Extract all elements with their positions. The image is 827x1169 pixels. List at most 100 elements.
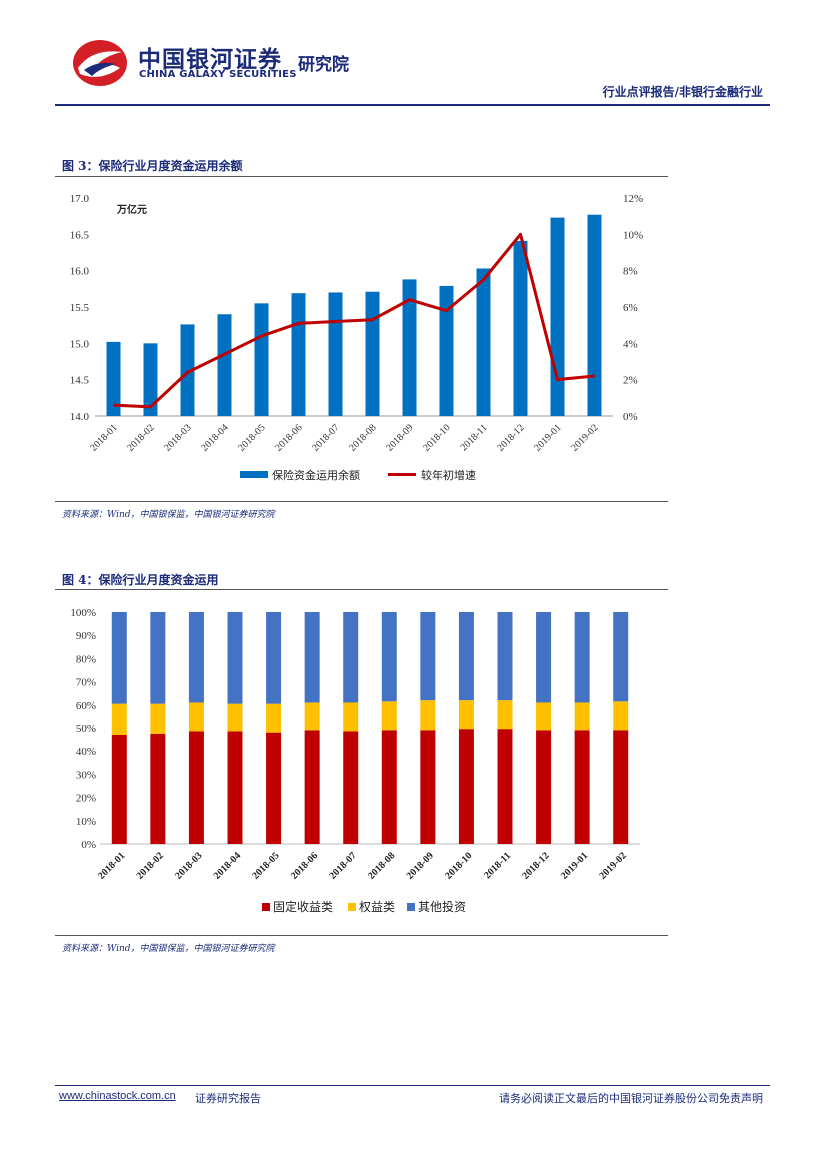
chart2-y-tick: 40%	[76, 746, 96, 758]
figure4-chart: 0% 10% 20% 30% 40% 50% 60% 70% 80% 90% 100% 2018-0…	[70, 607, 640, 914]
chart2-x-tick: 2018-01	[96, 850, 127, 881]
chart1-left-tick: 15.0	[70, 338, 90, 350]
chart2-bar-segment	[613, 612, 629, 702]
chart1-unit-label: 万亿元	[116, 203, 147, 216]
chart1-x-tick: 2018-05	[236, 422, 267, 453]
legend-bar-label: 保险资金运用余额	[272, 468, 360, 482]
legend-fixed-income-swatch	[262, 903, 270, 911]
chart1-right-tick: 12%	[623, 193, 643, 205]
chart2-bar-segment	[150, 612, 166, 704]
chart2-bar-segment	[304, 730, 320, 844]
figure3-title: 图 3：保险行业月度资金运用余额	[62, 159, 243, 173]
chart2-bar-segment	[343, 702, 359, 732]
chart1-growth-line	[113, 232, 595, 409]
chart1-x-tick: 2018-10	[421, 422, 452, 453]
chart1-x-tick: 2018-12	[495, 422, 526, 453]
chart1-bar	[143, 343, 158, 416]
chart1-bar	[439, 285, 454, 416]
chart2-bar-segment	[574, 612, 590, 703]
chart1-left-tick: 16.0	[70, 266, 90, 278]
chart2-bar-segment	[458, 729, 474, 844]
galaxy-logo-icon	[73, 40, 127, 86]
chart1-left-tick: 14.5	[70, 375, 90, 387]
logo-text-en: CHINA GALAXY SECURITIES	[139, 69, 297, 80]
chart2-x-tick: 2018-04	[212, 850, 243, 881]
chart1-x-tick: 2018-01	[88, 422, 119, 453]
chart2-bar-segment	[343, 612, 359, 703]
chart2-bar-segment	[188, 702, 204, 732]
chart1-x-tick: 2018-11	[459, 422, 490, 453]
chart2-bar-segment	[111, 703, 127, 735]
figure3-bottom-rule	[55, 501, 668, 502]
chart2-y-tick: 30%	[76, 769, 96, 781]
chart1-x-tick: 2018-06	[273, 422, 304, 453]
chart1-right-tick: 6%	[623, 302, 638, 314]
chart2-bar-segment	[574, 730, 590, 844]
chart1-x-tick: 2018-02	[125, 422, 156, 453]
chart2-bar-segment	[420, 700, 436, 731]
footer-divider	[55, 1085, 770, 1086]
chart2-x-tick: 2018-12	[520, 850, 551, 881]
chart2-bar-segment	[381, 730, 397, 844]
chart2-bar-segment	[536, 612, 552, 703]
chart1-x-tick: 2018-03	[162, 422, 193, 453]
chart1-x-tick: 2018-09	[384, 422, 415, 453]
legend-fixed-income-label: 固定收益类	[273, 899, 333, 914]
legend-other-label: 其他投资	[418, 899, 466, 914]
chart1-right-tick: 0%	[623, 411, 638, 423]
chart2-bar-segment	[574, 702, 590, 731]
figure3-source: 资料来源：Wind，中国银保监，中国银河证券研究院	[62, 510, 275, 520]
chart1-left-tick: 15.5	[70, 302, 90, 314]
chart2-x-tick: 2018-06	[289, 850, 320, 881]
legend-equity-swatch	[348, 903, 356, 911]
figure4-top-rule	[55, 589, 668, 590]
chart2-bar-segment	[227, 703, 243, 732]
chart1-x-tick: 2018-07	[310, 422, 341, 453]
chart1-bar	[550, 217, 565, 416]
chart2-bar-segment	[458, 700, 474, 730]
website-link[interactable]: www.chinastock.com.cn	[59, 1090, 176, 1102]
chart1-bar	[180, 324, 195, 416]
chart2-x-tick: 2018-07	[327, 850, 358, 881]
chart2-y-tick: 0%	[81, 839, 96, 851]
chart1-right-tick: 8%	[623, 266, 638, 278]
legend-equity-label: 权益类	[359, 900, 395, 914]
chart1-left-tick: 17.0	[70, 193, 90, 205]
chart1-bar	[476, 268, 491, 416]
chart1-bar	[513, 240, 528, 416]
chart2-bar-segment	[227, 731, 243, 844]
figure4-title: 图 4：保险行业月度资金运用	[62, 573, 219, 587]
chart2-bar-segment	[188, 731, 204, 844]
chart2-y-tick: 100%	[70, 607, 96, 619]
legend-bar-swatch	[240, 471, 268, 478]
chart2-x-tick: 2018-03	[173, 850, 204, 881]
chart2-bar-segment	[150, 703, 166, 734]
chart1-left-tick: 16.5	[70, 229, 90, 241]
figure4-bottom-rule	[55, 935, 668, 936]
chart2-bar-segment	[420, 612, 436, 701]
figure3-chart: 14.0 14.5 15.0 15.5 16.0 16.5 17.0 0% 2% 4% 6% 8% 1…	[70, 193, 643, 482]
chart2-x-tick: 2018-11	[482, 850, 513, 881]
chart2-bar-segment	[497, 700, 513, 730]
chart2-bar-segment	[613, 730, 629, 844]
chart1-bar	[587, 214, 602, 416]
chart2-bar-segment	[266, 732, 282, 844]
chart1-right-tick: 4%	[623, 338, 638, 350]
chart1-right-tick: 2%	[623, 375, 638, 387]
chart1-right-tick: 10%	[623, 229, 643, 241]
chart2-x-tick: 2018-09	[405, 850, 436, 881]
chart1-x-tick: 2018-04	[199, 422, 230, 453]
chart2-x-tick: 2018-08	[366, 850, 397, 881]
legend-other-swatch	[407, 903, 415, 911]
chart2-bar-segment	[420, 730, 436, 844]
chart1-bar	[328, 292, 343, 416]
chart2-bar-segment	[304, 702, 320, 731]
chart2-y-tick: 20%	[76, 793, 96, 805]
chart2-y-tick: 80%	[76, 653, 96, 665]
chart2-bar-segment	[497, 612, 513, 701]
chart2-bar-segment	[150, 733, 166, 844]
chart2-y-tick: 10%	[76, 816, 96, 828]
footer-disclaimer: 请务必阅读正文最后的中国银河证券股份公司免责声明	[499, 1092, 763, 1105]
chart2-bar-segment	[188, 612, 204, 703]
chart2-bar-segment	[536, 730, 552, 844]
